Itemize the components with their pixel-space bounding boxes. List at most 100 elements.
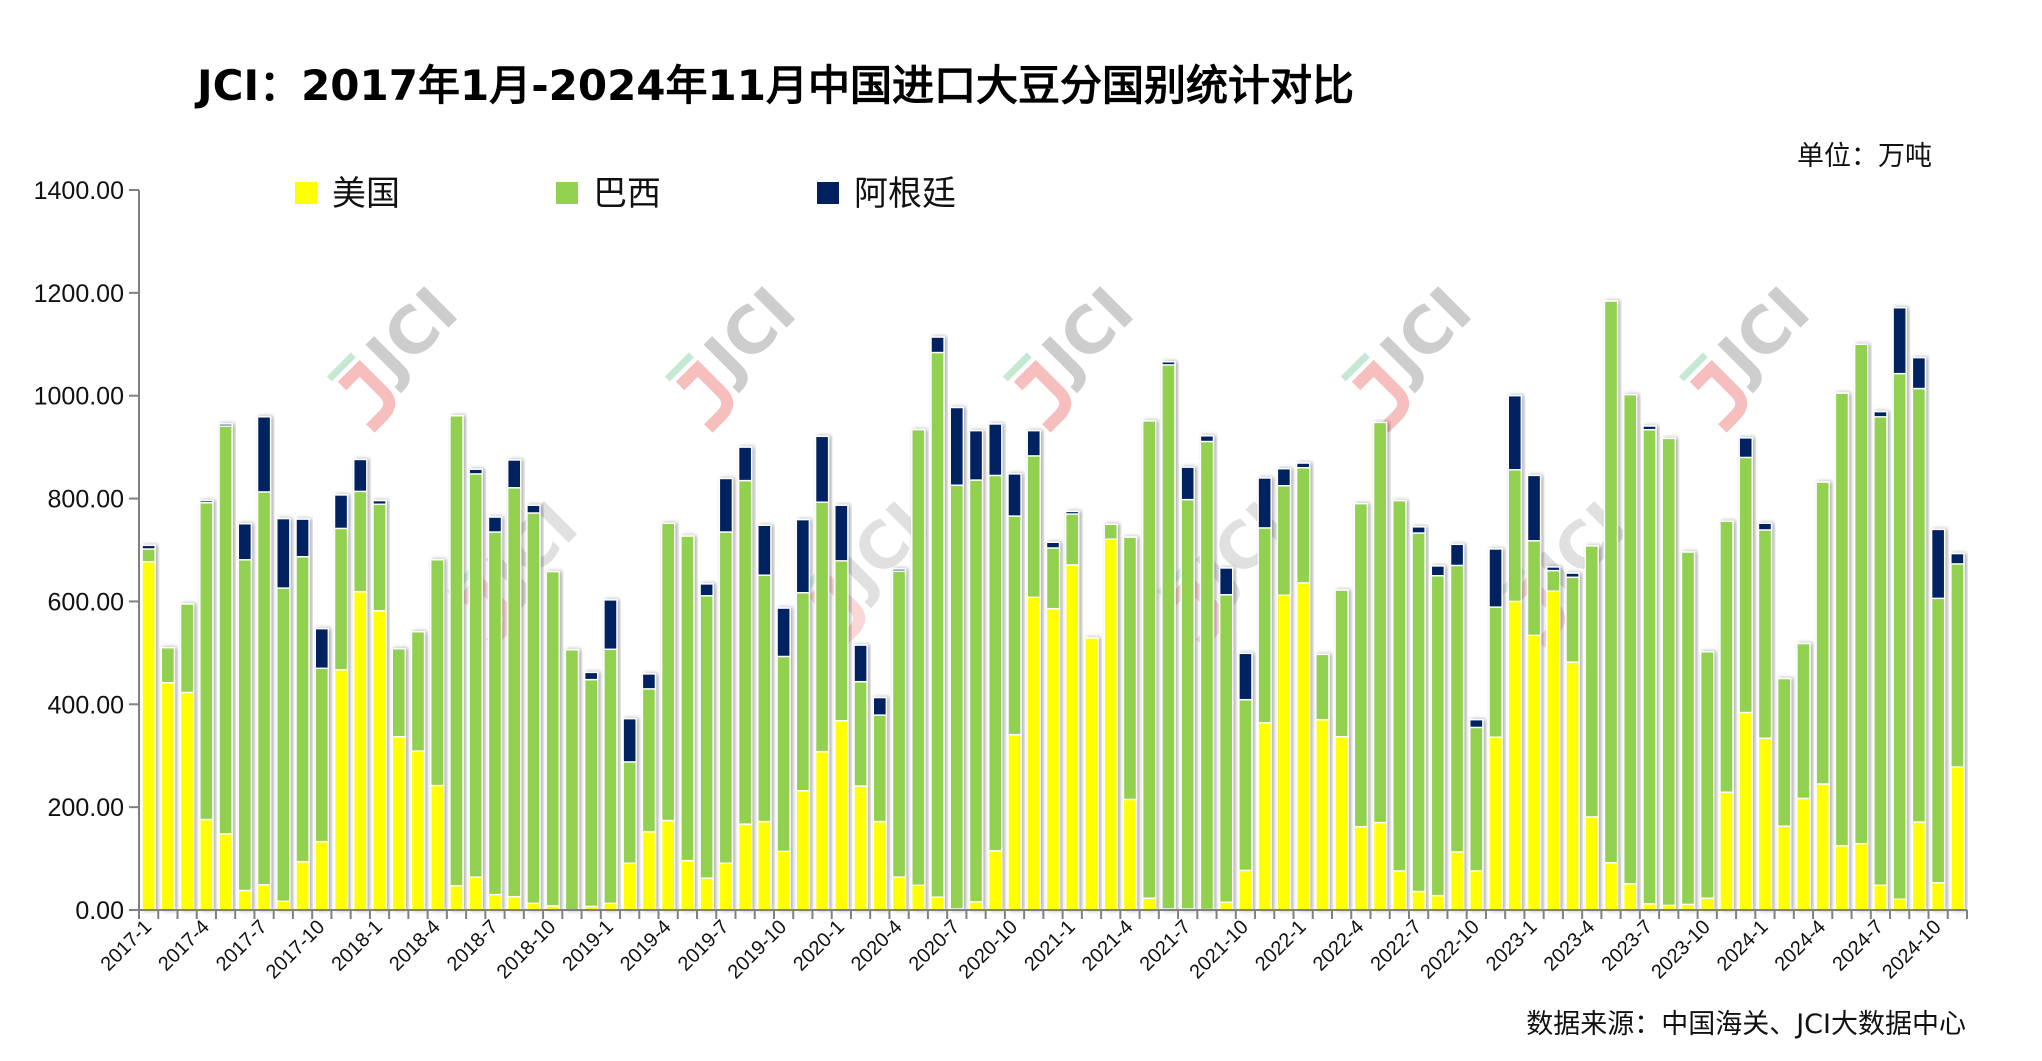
bar-segment-brazil bbox=[1757, 529, 1773, 739]
bar-stack bbox=[699, 583, 714, 911]
bar-segment-brazil bbox=[1315, 653, 1330, 721]
bar-segment-us bbox=[1334, 735, 1349, 911]
bar-segment-us bbox=[526, 902, 541, 911]
bar-segment-us bbox=[911, 884, 926, 911]
watermark-j-mark bbox=[337, 359, 396, 433]
bar-segment-us bbox=[1738, 711, 1753, 911]
bar-segment-brazil bbox=[1738, 456, 1753, 714]
bar-segment-argentina bbox=[507, 459, 522, 489]
bar-segment-brazil bbox=[737, 479, 753, 825]
bar-segment-us bbox=[968, 901, 984, 911]
bar-segment-brazil bbox=[430, 559, 445, 787]
bar-segment-brazil bbox=[160, 647, 176, 684]
bar-segment-argentina bbox=[1161, 361, 1176, 366]
bar-segment-us bbox=[1430, 894, 1446, 911]
bar-segment-brazil bbox=[1488, 606, 1503, 738]
bar-stack bbox=[1469, 719, 1484, 911]
bar-segment-argentina bbox=[1449, 543, 1465, 567]
bar-segment-argentina bbox=[1488, 548, 1503, 608]
bar-segment-us bbox=[1950, 766, 1965, 911]
bar-segment-us bbox=[1565, 661, 1580, 911]
bar-segment-us bbox=[1507, 600, 1523, 911]
bar-segment-brazil bbox=[1372, 421, 1388, 824]
y-tick-label: 1400.00 bbox=[34, 177, 124, 205]
bar-segment-brazil bbox=[1430, 575, 1446, 897]
bar-segment-us bbox=[218, 833, 233, 911]
bar-stack bbox=[1738, 437, 1753, 911]
bar-segment-brazil bbox=[1815, 481, 1830, 785]
bar-stack bbox=[1295, 462, 1311, 911]
bar-segment-brazil bbox=[1680, 551, 1696, 906]
bar-segment-argentina bbox=[1065, 510, 1080, 515]
x-tick-label: 2019-4 bbox=[616, 916, 676, 976]
legend-item-us[interactable]: 美国 bbox=[295, 174, 400, 214]
bar-segment-argentina bbox=[1180, 466, 1195, 501]
bar-segment-argentina bbox=[718, 477, 734, 533]
bar-segment-brazil bbox=[1507, 469, 1523, 603]
legend-item-brazil[interactable]: 巴西 bbox=[556, 174, 661, 214]
bar-segment-brazil bbox=[1065, 513, 1080, 566]
watermark-logo: JCI bbox=[1678, 274, 1825, 433]
watermark-accent bbox=[1678, 352, 1708, 382]
bar-stack bbox=[1565, 572, 1580, 911]
bar-stack bbox=[891, 568, 907, 911]
bar-segment-argentina bbox=[295, 518, 310, 558]
x-tick-label: 2018-4 bbox=[385, 916, 445, 976]
x-tick-label: 2023-4 bbox=[1540, 916, 1600, 976]
bar-segment-us bbox=[353, 590, 368, 911]
bar-stack bbox=[1507, 395, 1523, 911]
bar-segment-argentina bbox=[1930, 528, 1946, 600]
bar-segment-argentina bbox=[468, 468, 483, 475]
x-tick-label: 2020-10 bbox=[955, 916, 1022, 983]
bar-segment-brazil bbox=[1353, 503, 1369, 828]
x-tick-label: 2021-4 bbox=[1078, 916, 1138, 976]
bar-segment-us bbox=[487, 893, 503, 911]
bar-stack bbox=[1276, 468, 1292, 911]
bar-segment-brazil bbox=[468, 473, 483, 878]
bar-segment-brazil bbox=[1796, 642, 1811, 800]
bar-segment-brazil bbox=[410, 631, 426, 752]
bar-stack bbox=[949, 406, 964, 911]
bar-segment-us bbox=[1103, 538, 1118, 911]
bar-stack bbox=[1315, 653, 1330, 911]
bar-segment-us bbox=[853, 785, 868, 911]
bar-segment-us bbox=[737, 823, 753, 911]
bar-segment-brazil bbox=[1257, 527, 1272, 724]
bar-segment-us bbox=[834, 720, 849, 911]
bar-stack bbox=[872, 696, 888, 911]
bar-segment-brazil bbox=[1642, 428, 1657, 905]
bar-segment-us bbox=[1719, 791, 1734, 911]
bar-segment-brazil bbox=[1892, 372, 1907, 900]
bar-segment-argentina bbox=[757, 524, 772, 576]
bar-segment-argentina bbox=[853, 644, 868, 683]
bar-segment-brazil bbox=[680, 535, 695, 862]
bar-segment-brazil bbox=[795, 591, 811, 792]
bar-stack bbox=[276, 517, 291, 911]
bar-stack bbox=[468, 468, 483, 911]
bar-segment-brazil bbox=[295, 555, 310, 863]
bar-segment-us bbox=[1853, 842, 1869, 911]
bar-segment-argentina bbox=[1218, 567, 1234, 596]
bar-segment-us bbox=[1834, 845, 1850, 911]
bar-segment-brazil bbox=[526, 512, 541, 905]
bar-segment-us bbox=[622, 862, 637, 911]
bar-segment-argentina bbox=[1507, 395, 1523, 471]
bar-segment-brazil bbox=[1873, 416, 1888, 887]
bar-segment-brazil bbox=[911, 428, 926, 887]
bar-segment-us bbox=[1911, 821, 1927, 911]
bar-stack bbox=[1623, 393, 1638, 911]
bar-segment-us bbox=[199, 818, 214, 911]
bar-segment-us bbox=[1796, 797, 1811, 911]
legend-item-argentina[interactable]: 阿根廷 bbox=[817, 174, 956, 214]
bar-segment-argentina bbox=[988, 423, 1003, 477]
bar-segment-brazil bbox=[1930, 597, 1946, 884]
bar-stack bbox=[1796, 642, 1811, 911]
x-tick-label: 2019-10 bbox=[724, 916, 791, 983]
bar-segment-argentina bbox=[1430, 565, 1446, 577]
bar-segment-us bbox=[1526, 634, 1542, 911]
x-tick-label: 2022-10 bbox=[1416, 916, 1483, 983]
bar-segment-brazil bbox=[487, 531, 503, 896]
bar-stack bbox=[1642, 425, 1657, 911]
bar-segment-brazil bbox=[930, 351, 945, 898]
x-tick-label: 2021-10 bbox=[1185, 916, 1252, 983]
